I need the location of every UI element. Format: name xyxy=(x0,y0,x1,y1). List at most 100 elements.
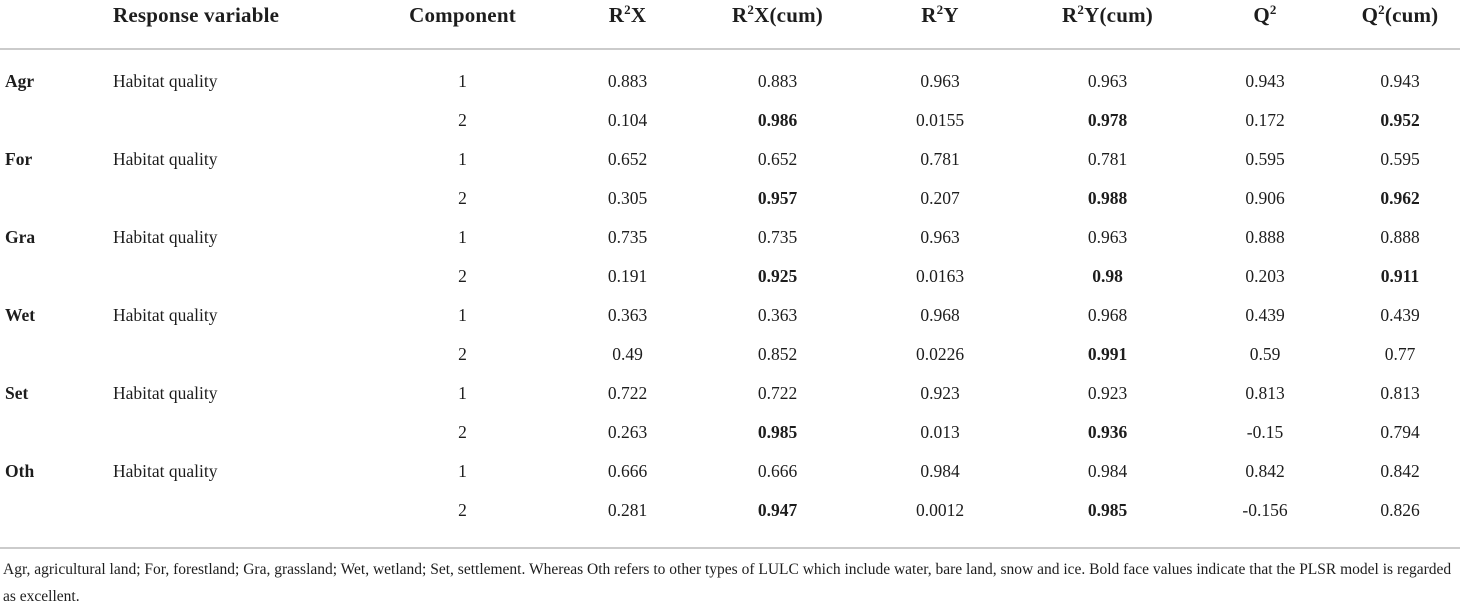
value-cell: 0.013 xyxy=(920,422,960,442)
component-cell: 2 xyxy=(458,344,467,364)
value-cell: 0.888 xyxy=(1380,227,1420,247)
value-cell: 0.263 xyxy=(607,422,648,442)
value-cell: 0.0163 xyxy=(915,266,965,286)
value-cell: 0.968 xyxy=(1087,305,1128,325)
row-group-label xyxy=(0,491,100,530)
row-group-label: Set xyxy=(5,383,29,403)
value-cell: 0.363 xyxy=(607,305,648,325)
response-variable-cell xyxy=(100,101,370,140)
value-cell: 0.986 xyxy=(757,110,798,130)
value-cell: 0.984 xyxy=(920,461,960,481)
value-cell: 0.883 xyxy=(757,71,798,91)
value-cell: 0.813 xyxy=(1380,383,1420,403)
table-footnote: Agr, agricultural land; For, forestland;… xyxy=(3,561,1452,605)
row-group-label xyxy=(0,335,100,374)
value-cell: 0.652 xyxy=(607,149,648,169)
value-cell: 0.77 xyxy=(1384,344,1416,364)
table-row: 2 0.263 0.985 0.013 0.936 -0.15 0.794 xyxy=(0,413,1460,452)
value-cell: 0.813 xyxy=(1245,383,1285,403)
value-cell: 0.978 xyxy=(1087,110,1128,130)
table-row: 2 0.104 0.986 0.0155 0.978 0.172 0.952 xyxy=(0,101,1460,140)
table-row: 2 0.281 0.947 0.0012 0.985 -0.156 0.826 xyxy=(0,491,1460,530)
value-cell: 0.281 xyxy=(607,500,648,520)
value-cell: 0.735 xyxy=(757,227,798,247)
value-cell: 0.59 xyxy=(1249,344,1281,364)
value-cell: 0.962 xyxy=(1380,188,1420,208)
superscript: 2 xyxy=(624,2,631,17)
value-cell: 0.363 xyxy=(757,305,798,325)
value-cell: 0.968 xyxy=(920,305,960,325)
table-row: For Habitat quality 1 0.652 0.652 0.781 0.781 0… xyxy=(0,140,1460,179)
component-cell: 2 xyxy=(458,422,467,442)
value-cell: 0.595 xyxy=(1380,149,1420,169)
value-cell: 0.722 xyxy=(607,383,648,403)
value-cell: 0.439 xyxy=(1245,305,1285,325)
value-cell: 0.988 xyxy=(1087,188,1128,208)
table-row: 2 0.49 0.852 0.0226 0.991 0.59 0.77 xyxy=(0,335,1460,374)
value-cell: 0.957 xyxy=(757,188,798,208)
superscript: 2 xyxy=(747,2,755,17)
value-cell: 0.722 xyxy=(757,383,798,403)
value-cell: 0.842 xyxy=(1245,461,1285,481)
value-cell: 0.963 xyxy=(1087,71,1128,91)
value-cell: 0.923 xyxy=(1087,383,1128,403)
response-variable-cell xyxy=(100,257,370,296)
component-cell: 1 xyxy=(458,461,467,481)
header-empty xyxy=(0,0,100,50)
row-group-label xyxy=(0,413,100,452)
value-cell: 0.781 xyxy=(1087,149,1128,169)
response-variable-cell: Habitat quality xyxy=(113,383,218,403)
response-variable-cell: Habitat quality xyxy=(113,305,218,325)
header-q2-cum: Q2(cum) xyxy=(1340,0,1460,50)
value-cell: 0.963 xyxy=(920,227,960,247)
header-row: Response variable Component R2X R2X(cum)… xyxy=(0,0,1460,50)
superscript: 2 xyxy=(936,2,944,17)
header-r2x: R2X xyxy=(555,0,700,50)
value-cell: 0.888 xyxy=(1245,227,1285,247)
value-cell: 0.305 xyxy=(607,188,648,208)
value-cell: 0.191 xyxy=(607,266,648,286)
header-text: Component xyxy=(409,3,516,27)
value-cell: 0.595 xyxy=(1245,149,1285,169)
value-cell: 0.984 xyxy=(1087,461,1128,481)
value-cell: 0.963 xyxy=(1087,227,1128,247)
value-cell: 0.735 xyxy=(607,227,648,247)
component-cell: 1 xyxy=(458,305,467,325)
value-cell: 0.963 xyxy=(920,71,960,91)
response-variable-cell xyxy=(100,179,370,218)
header-text: Response variable xyxy=(113,3,280,27)
value-cell: 0.842 xyxy=(1380,461,1420,481)
response-variable-cell xyxy=(100,491,370,530)
response-variable-cell xyxy=(100,335,370,374)
table-row: Agr Habitat quality 1 0.883 0.883 0.963 0.963 0… xyxy=(0,49,1460,101)
value-cell: 0.794 xyxy=(1380,422,1420,442)
footnote-divider xyxy=(0,547,1460,549)
value-cell: 0.0226 xyxy=(915,344,965,364)
value-cell: 0.203 xyxy=(1245,266,1285,286)
row-group-label: Agr xyxy=(5,71,35,91)
component-cell: 1 xyxy=(458,149,467,169)
value-cell: 0.49 xyxy=(612,344,643,364)
response-variable-cell: Habitat quality xyxy=(113,71,218,91)
value-cell: 0.985 xyxy=(757,422,798,442)
value-cell: 0.172 xyxy=(1245,110,1285,130)
value-cell: 0.991 xyxy=(1087,344,1128,364)
value-cell: 0.666 xyxy=(607,461,648,481)
value-cell: 0.852 xyxy=(757,344,798,364)
plsr-results-table: Response variable Component R2X R2X(cum)… xyxy=(0,0,1460,530)
row-group-label: Gra xyxy=(5,227,36,247)
value-cell: 0.666 xyxy=(757,461,798,481)
response-variable-cell: Habitat quality xyxy=(113,227,218,247)
value-cell: 0.936 xyxy=(1087,422,1128,442)
value-cell: 0.98 xyxy=(1092,266,1123,286)
row-group-label xyxy=(0,257,100,296)
table-body: Agr Habitat quality 1 0.883 0.883 0.963 0.963 0… xyxy=(0,49,1460,530)
value-cell: 0.925 xyxy=(757,266,798,286)
row-group-label xyxy=(0,179,100,218)
header-r2y-cum: R2Y(cum) xyxy=(1025,0,1190,50)
table-row: Set Habitat quality 1 0.722 0.722 0.923 0.923 0… xyxy=(0,374,1460,413)
header-r2x-cum: R2X(cum) xyxy=(700,0,855,50)
header-q2: Q2 xyxy=(1190,0,1340,50)
table-row: Gra Habitat quality 1 0.735 0.735 0.963 0.963 0… xyxy=(0,218,1460,257)
component-cell: 1 xyxy=(458,227,467,247)
